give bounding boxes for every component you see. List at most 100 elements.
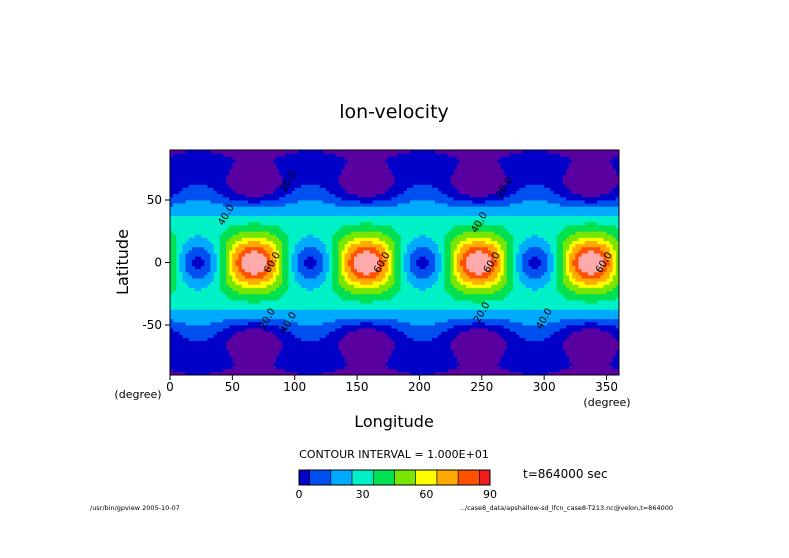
heatmap-cell xyxy=(185,290,190,295)
heatmap-cell xyxy=(335,362,339,367)
heatmap-cell xyxy=(360,290,364,295)
heatmap-cell xyxy=(210,346,215,351)
heatmap-cell xyxy=(263,259,268,263)
heatmap-cell xyxy=(201,371,205,376)
heatmap-cell xyxy=(363,193,367,198)
heatmap-cell xyxy=(375,290,380,295)
heatmap-cell xyxy=(294,325,299,329)
heatmap-cell xyxy=(332,303,336,307)
heatmap-cell xyxy=(191,237,196,242)
heatmap-cell xyxy=(322,281,327,285)
heatmap-cell xyxy=(335,278,339,282)
heatmap-cell xyxy=(282,259,286,263)
heatmap-cell xyxy=(350,359,355,363)
heatmap-cell xyxy=(269,296,274,301)
heatmap-cell xyxy=(210,296,215,301)
heatmap-cell xyxy=(269,165,274,170)
heatmap-cell xyxy=(369,159,374,163)
heatmap-cell xyxy=(194,303,199,307)
heatmap-cell xyxy=(260,315,264,320)
heatmap-cell xyxy=(322,165,327,170)
heatmap-cell xyxy=(213,371,218,376)
heatmap-cell xyxy=(260,268,264,273)
heatmap-cell xyxy=(319,312,324,317)
heatmap-cell xyxy=(279,371,283,376)
heatmap-cell xyxy=(366,234,370,238)
heatmap-cell xyxy=(182,318,186,323)
heatmap-cell xyxy=(360,346,364,351)
heatmap-cell xyxy=(204,187,208,192)
heatmap-cell xyxy=(325,284,330,288)
heatmap-cell xyxy=(272,371,277,376)
heatmap-cell xyxy=(229,284,233,288)
heatmap-cell xyxy=(257,353,261,357)
heatmap-cell xyxy=(369,296,374,301)
heatmap-cell xyxy=(191,187,196,192)
heatmap-cell xyxy=(378,203,383,207)
heatmap-cell xyxy=(288,193,293,198)
heatmap-cell xyxy=(266,246,271,251)
heatmap-cell xyxy=(194,334,199,338)
heatmap-cell xyxy=(291,181,296,185)
heatmap-cell xyxy=(179,300,183,304)
heatmap-cell xyxy=(179,325,183,329)
heatmap-cell xyxy=(247,243,252,248)
heatmap-cell xyxy=(382,325,386,329)
heatmap-cell xyxy=(353,221,358,226)
heatmap-cell xyxy=(182,212,186,217)
heatmap-cell xyxy=(207,150,211,154)
heatmap-cell xyxy=(291,331,296,335)
heatmap-cell xyxy=(229,178,233,182)
heatmap-cell xyxy=(288,290,293,295)
heatmap-cell xyxy=(307,268,311,273)
heatmap-cell xyxy=(269,303,274,307)
heatmap-cell xyxy=(360,303,364,307)
heatmap-cell xyxy=(319,350,324,354)
heatmap-cell xyxy=(313,193,317,198)
heatmap-cell xyxy=(185,237,190,242)
heatmap-cell xyxy=(366,340,370,345)
heatmap-cell xyxy=(357,243,361,248)
heatmap-cell xyxy=(291,193,296,198)
heatmap-cell xyxy=(210,196,215,201)
heatmap-cell xyxy=(366,168,370,173)
heatmap-cell xyxy=(194,340,199,345)
heatmap-cell xyxy=(266,290,271,295)
heatmap-cell xyxy=(288,309,293,313)
heatmap-cell xyxy=(254,259,258,263)
heatmap-cell xyxy=(279,215,283,220)
heatmap-cell xyxy=(207,171,211,176)
heatmap-cell xyxy=(213,190,218,195)
heatmap-cell xyxy=(360,156,364,160)
heatmap-cell xyxy=(176,221,180,226)
heatmap-cell xyxy=(241,171,246,176)
heatmap-cell xyxy=(223,337,227,342)
heatmap-cell xyxy=(201,243,205,248)
heatmap-cell xyxy=(254,321,258,326)
heatmap-cell xyxy=(198,221,202,226)
heatmap-cell xyxy=(201,178,205,182)
heatmap-cell xyxy=(307,309,311,313)
heatmap-cell xyxy=(338,246,342,251)
heatmap-cell xyxy=(353,181,358,185)
heatmap-cell xyxy=(282,356,286,360)
heatmap-cell xyxy=(325,315,330,320)
heatmap-cell xyxy=(272,350,277,354)
heatmap-cell xyxy=(350,296,355,301)
heatmap-cell xyxy=(329,150,333,154)
heatmap-cell xyxy=(350,259,355,263)
heatmap-cell xyxy=(316,196,321,201)
heatmap-cell xyxy=(188,181,193,185)
heatmap-cell xyxy=(244,203,249,207)
heatmap-cell xyxy=(185,225,190,229)
heatmap-cell xyxy=(223,165,227,170)
heatmap-cell xyxy=(276,290,280,295)
heatmap-cell xyxy=(316,209,321,213)
heatmap-cell xyxy=(244,187,249,192)
heatmap-cell xyxy=(272,187,277,192)
heatmap-cell xyxy=(350,275,355,279)
heatmap-cell xyxy=(179,225,183,229)
heatmap-cell xyxy=(219,206,224,210)
heatmap-cell xyxy=(188,259,193,263)
heatmap-cell xyxy=(360,228,364,232)
